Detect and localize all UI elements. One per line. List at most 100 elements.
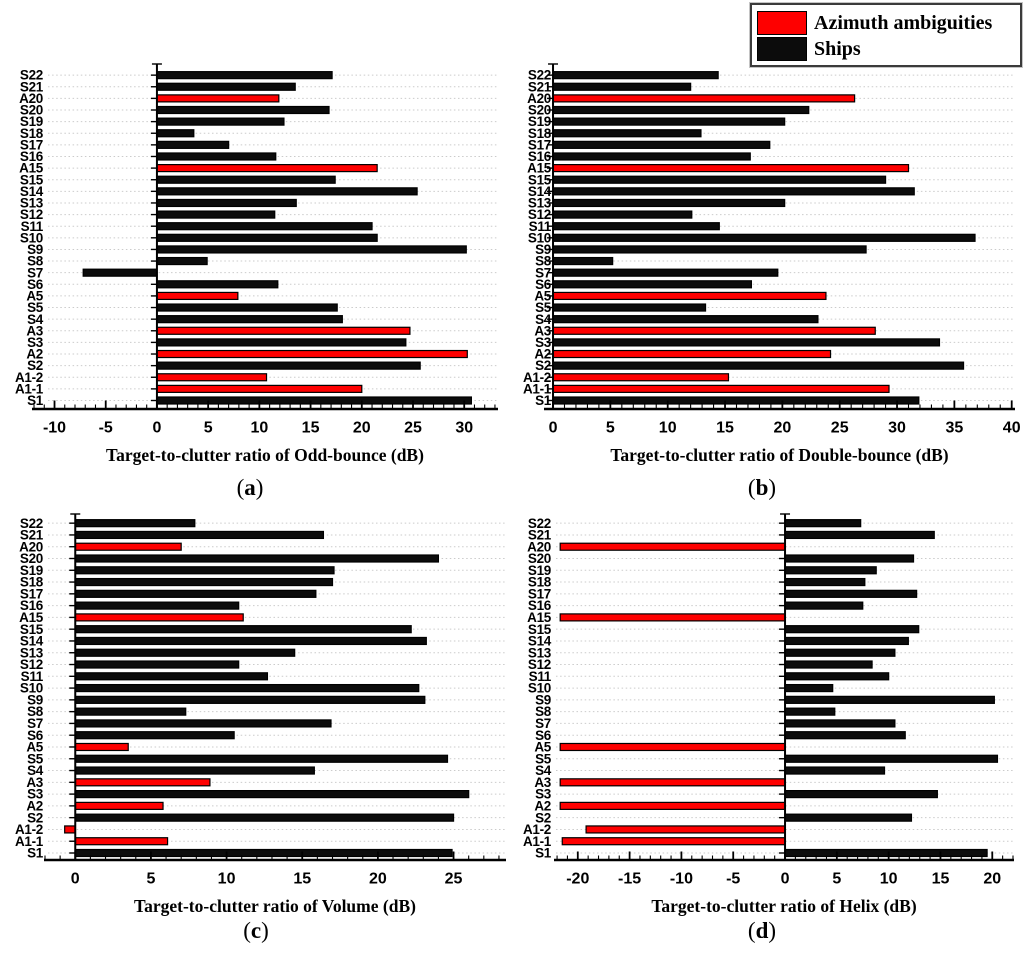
category-label-S5: S5	[27, 751, 44, 766]
bar-S9	[784, 695, 995, 704]
bar-S6	[74, 731, 235, 740]
bar-S1	[156, 396, 472, 405]
x-tick-label: 0	[152, 420, 161, 437]
category-label-A1-2: A1-2	[15, 822, 43, 837]
bars	[82, 71, 472, 405]
category-label-S2: S2	[27, 358, 43, 373]
category-label-S15: S15	[20, 172, 44, 187]
x-tick-label: 10	[880, 871, 898, 888]
bar-S4	[784, 766, 886, 775]
bar-A15	[559, 613, 786, 622]
category-label-A3: A3	[534, 323, 551, 338]
category-label-S16: S16	[20, 149, 44, 164]
category-label-S20: S20	[528, 551, 551, 566]
bar-S19	[552, 117, 786, 126]
x-tick-label: 40	[1003, 420, 1021, 437]
bar-S19	[784, 566, 877, 575]
bar-A1-1	[156, 384, 363, 393]
category-label-S7: S7	[535, 265, 551, 280]
bar-A5	[552, 291, 827, 301]
category-label-S16: S16	[528, 598, 552, 613]
x-tick-label: 5	[146, 871, 155, 888]
bar-S21	[552, 82, 692, 91]
bar-A1-2	[156, 373, 268, 382]
category-label-A5: A5	[534, 289, 551, 304]
category-label-S7: S7	[27, 265, 43, 280]
x-tick-label: 25	[404, 420, 422, 437]
category-label-A15: A15	[19, 610, 44, 625]
category-label-S10: S10	[20, 230, 43, 245]
bar-A15	[74, 613, 244, 622]
bar-S18	[156, 129, 195, 138]
bar-A2	[552, 349, 832, 359]
chart-d: -20 -15 -10 -5 0 5 10 15 20S1A1-1A1-2S2A2S3A3S4S…	[523, 513, 1014, 888]
subfigure-label-c: (c)	[243, 918, 269, 943]
bar-A2	[559, 801, 786, 810]
bar-S1	[784, 848, 988, 858]
bars	[559, 519, 999, 858]
xaxis-title-b: Target-to-clutter ratio of Double-bounce…	[610, 445, 949, 465]
category-label-S8: S8	[535, 254, 552, 269]
category-label-A2: A2	[26, 798, 43, 813]
bar-A5	[74, 742, 129, 752]
bar-S20	[74, 554, 440, 563]
legend: Azimuth ambiguities Ships	[750, 3, 1022, 67]
x-tick-label: 10	[218, 871, 236, 888]
category-label-S6: S6	[27, 728, 44, 743]
category-label-S19: S19	[528, 114, 551, 129]
category-label-A5: A5	[26, 740, 43, 755]
category-label-S11: S11	[21, 219, 44, 234]
x-tick-label: 30	[888, 420, 906, 437]
bar-A3	[559, 778, 786, 787]
category-label-A20: A20	[19, 91, 43, 106]
bar-S19	[74, 566, 335, 575]
bar-S21	[156, 82, 296, 91]
bar-S5	[784, 754, 999, 763]
bar-A2	[74, 801, 164, 810]
legend-item-azimuth: Azimuth ambiguities	[757, 10, 992, 35]
bar-S2	[784, 813, 913, 822]
category-label-S15: S15	[20, 622, 44, 637]
category-label-S14: S14	[528, 184, 552, 199]
bar-S5	[552, 303, 707, 312]
bar-S14	[156, 187, 418, 196]
bar-S8	[74, 707, 187, 716]
category-label-S15: S15	[528, 172, 552, 187]
azimuth-ambiguities-swatch	[757, 10, 807, 35]
category-label-S11: S11	[529, 669, 552, 684]
category-label-S19: S19	[20, 563, 43, 578]
x-tick-label: 35	[945, 420, 963, 437]
x-tick-label: 15	[293, 871, 311, 888]
bar-S21	[784, 530, 935, 540]
x-tick-label: -5	[99, 420, 113, 437]
category-label-S17: S17	[528, 137, 551, 152]
category-label-S18: S18	[528, 126, 552, 141]
category-label-A1-1: A1-1	[523, 834, 552, 849]
bar-S11	[784, 672, 890, 681]
category-label-S18: S18	[528, 575, 552, 590]
category-label-S7: S7	[27, 716, 43, 731]
bar-S13	[784, 648, 896, 657]
x-tick-label: -5	[726, 871, 740, 888]
bar-S1	[74, 848, 453, 858]
bar-S8	[784, 707, 836, 716]
category-label-S9: S9	[27, 242, 43, 257]
bar-A3	[552, 326, 876, 335]
bar-S6	[784, 731, 906, 740]
x-tick-label: 5	[606, 420, 615, 437]
x-tick-label: 25	[831, 420, 849, 437]
bar-S4	[74, 766, 315, 775]
category-labels: S1A1-1A1-2S2A2S3A3S4S5A5S6S7S8S9S10S11S1…	[523, 68, 552, 408]
category-label-A2: A2	[534, 798, 551, 813]
bar-S9	[74, 695, 426, 704]
bar-S17	[74, 589, 317, 598]
category-label-S21: S21	[528, 528, 552, 543]
bar-A1-1	[561, 837, 786, 846]
ships-swatch	[757, 36, 807, 61]
bar-S15	[156, 175, 336, 184]
category-label-S12: S12	[20, 207, 43, 222]
bar-A20	[552, 94, 856, 103]
bar-S9	[156, 245, 467, 254]
category-label-S3: S3	[27, 335, 44, 350]
x-tick-label: 15	[932, 871, 950, 888]
